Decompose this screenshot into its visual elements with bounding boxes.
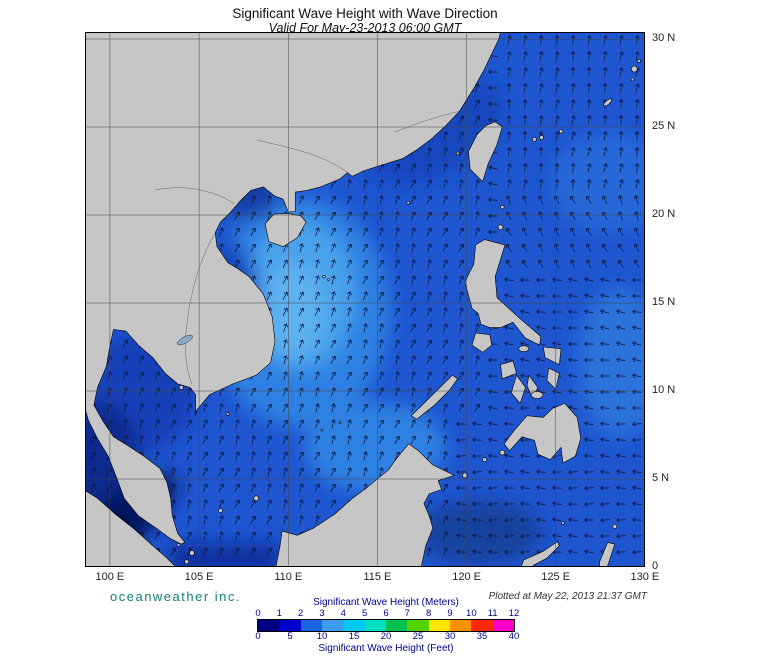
lon-tick-label: 100 E: [95, 571, 125, 583]
legend-tick-label: 9: [447, 608, 453, 619]
legend-tick-label: 10: [466, 608, 477, 619]
land-samar: [543, 346, 562, 365]
lat-tick-label: 10 N: [652, 384, 676, 396]
legend-tick-label: 8: [426, 608, 432, 619]
plot-timestamp: Plotted at May 22, 2013 21:37 GMT: [488, 591, 647, 602]
lon-tick-label: 115 E: [363, 571, 392, 583]
lat-tick-label: 5 N: [652, 472, 670, 484]
legend-color-cell: [449, 620, 472, 631]
valid-time-subtitle: Valid For May-23-2013 06:00 GMT: [268, 21, 462, 35]
land-bohol: [530, 391, 544, 399]
lat-tick-label: 15 N: [652, 296, 676, 308]
legend-colorbar: [257, 619, 515, 632]
legend-feet-title: Significant Wave Height (Feet): [318, 643, 454, 654]
land-halmahera: [599, 542, 616, 567]
legend-tick-label: 30: [444, 631, 456, 642]
legend-tick-label: 4: [340, 608, 346, 619]
legend-color-cell: [343, 620, 365, 631]
small-islands: [176, 59, 641, 565]
legend-tick-label: 6: [383, 608, 389, 619]
land-sumatra: [85, 490, 177, 567]
land-borneo: [275, 443, 455, 567]
legend-color-cell: [385, 620, 408, 631]
legend-feet-ticks: 0 5 10 15 20 25 30 35 40: [255, 631, 519, 642]
land-mindanao: [503, 403, 582, 464]
legend-tick-label: 12: [508, 608, 520, 619]
legend-tick-label: 11: [487, 608, 498, 619]
legend-tick-label: 10: [316, 631, 328, 642]
legend-meters-ticks: 0 1 2 3 4 5 6 7 8 9 10 11 12: [255, 608, 519, 619]
land-panay: [500, 360, 517, 379]
legend-tick-label: 2: [298, 608, 304, 619]
legend-color-cell: [279, 620, 301, 631]
land-taiwan: [468, 121, 503, 182]
lon-tick-label: 105 E: [184, 571, 214, 583]
grid-lines: [85, 32, 645, 567]
land-palawan: [411, 374, 458, 420]
land-okinawa: [603, 98, 613, 107]
tonle-sap-lake: [177, 334, 193, 346]
oceanweather-logo: oceanweather inc.: [110, 589, 242, 604]
lat-tick-label: 25 N: [652, 120, 676, 132]
legend-color-cell: [471, 620, 493, 631]
legend-tick-label: 15: [348, 631, 360, 642]
legend-color-cell: [364, 620, 386, 631]
land-masbate: [518, 345, 530, 353]
legend-tick-label: 7: [404, 608, 410, 619]
legend-tick-label: 25: [412, 631, 424, 642]
map-canvas: [85, 32, 645, 567]
legend-meters-title: Significant Wave Height (Meters): [313, 597, 459, 608]
land-layer: [85, 32, 641, 567]
legend-tick-label: 0: [255, 608, 261, 619]
legend-color-cell: [258, 620, 280, 631]
page-title: Significant Wave Height with Wave Direct…: [232, 6, 498, 21]
map-frame: [85, 32, 645, 567]
lon-tick-label: 110 E: [274, 571, 303, 583]
legend-color-cell: [300, 620, 322, 631]
legend-tick-label: 35: [476, 631, 488, 642]
lon-tick-label: 120 E: [452, 571, 481, 583]
legend-tick-label: 40: [508, 631, 520, 642]
land-mindoro: [471, 332, 492, 353]
legend-color-cell: [321, 620, 344, 631]
legend-tick-label: 5: [362, 608, 368, 619]
legend-tick-label: 0: [255, 631, 261, 642]
land-hainan: [264, 213, 307, 247]
legend-tick-label: 1: [276, 608, 282, 619]
inland-boundaries: [154, 110, 460, 385]
land-negros: [511, 374, 526, 404]
lat-tick-label: 0: [652, 560, 659, 572]
lat-tick-label: 20 N: [652, 208, 676, 220]
legend-color-cell: [428, 620, 450, 631]
legend-tick-label: 5: [287, 631, 293, 642]
lon-tick-label: 130 E: [630, 571, 660, 583]
lon-tick-label: 125 E: [541, 571, 571, 583]
legend-color-cell: [407, 620, 429, 631]
legend-color-cell: [492, 620, 514, 631]
lat-tick-label: 30 N: [652, 32, 676, 44]
legend-tick-label: 3: [319, 608, 325, 619]
legend-tick-label: 20: [380, 631, 392, 642]
